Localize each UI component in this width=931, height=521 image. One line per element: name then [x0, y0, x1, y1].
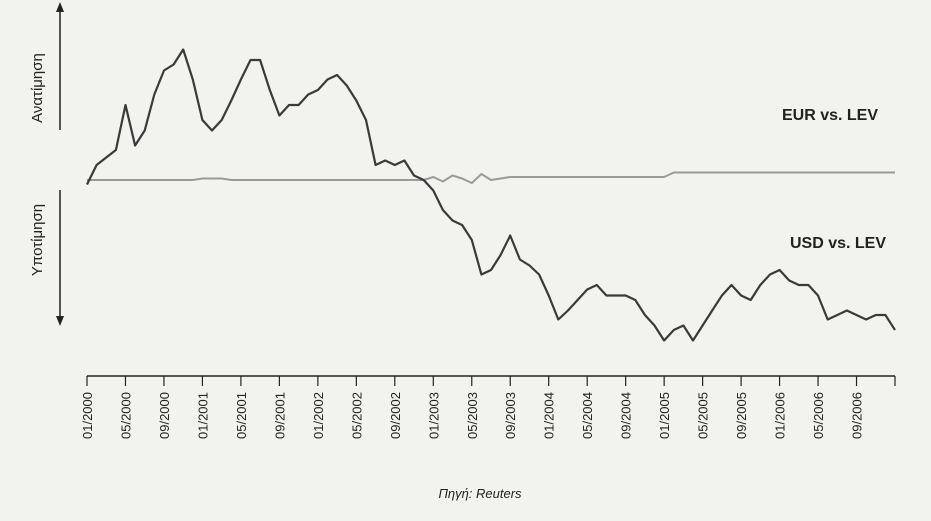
x-tick-label: 01/2003 — [426, 392, 441, 439]
x-tick-label: 09/2001 — [272, 392, 287, 439]
x-tick-label: 01/2004 — [542, 392, 557, 439]
series-line — [86, 48, 896, 342]
x-tick-label: 09/2002 — [388, 392, 403, 439]
x-tick-label: 09/2003 — [503, 392, 518, 439]
x-tick-label: 01/2000 — [80, 392, 95, 439]
x-tick-label: 01/2006 — [773, 392, 788, 439]
source: Πηγή: Reuters — [438, 486, 522, 501]
x-tick-label: 05/2005 — [696, 392, 711, 439]
down-arrowhead — [56, 316, 64, 326]
x-tick-label: 01/2002 — [311, 392, 326, 439]
x-tick-label: 05/2000 — [118, 392, 133, 439]
up-arrowhead — [56, 2, 64, 12]
series-label: EUR vs. LEV — [782, 107, 878, 124]
y-label-down: Υποτίμηση — [29, 204, 46, 276]
series-label: USD vs. LEV — [790, 235, 886, 252]
x-tick-label: 01/2005 — [657, 392, 672, 439]
x-tick-label: 05/2003 — [465, 392, 480, 439]
x-tick-label: 09/2000 — [157, 392, 172, 439]
x-tick-label: 05/2006 — [811, 392, 826, 439]
x-tick-label: 09/2006 — [850, 392, 865, 439]
x-tick-label: 09/2005 — [734, 392, 749, 439]
x-tick-label: 01/2001 — [195, 392, 210, 439]
x-tick-label: 05/2002 — [349, 392, 364, 439]
x-tick-label: 09/2004 — [619, 392, 634, 439]
x-tick-label: 05/2001 — [234, 392, 249, 439]
series-line — [87, 171, 895, 184]
y-label-up: Ανατίμηση — [29, 53, 46, 123]
x-tick-label: 05/2004 — [580, 392, 595, 439]
